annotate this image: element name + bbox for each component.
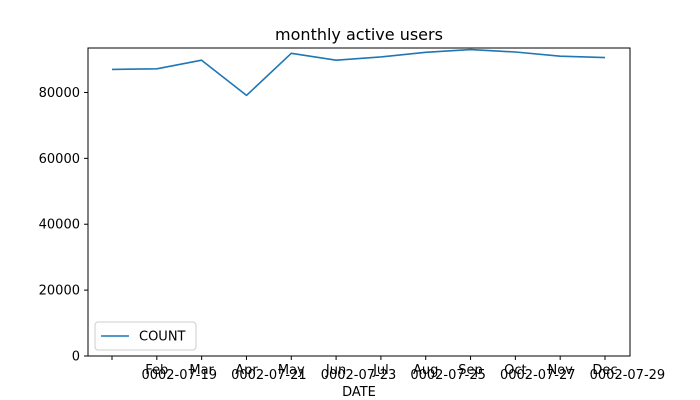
data-point [335,59,337,61]
x-tick-label-date: 0002-07-21 [231,368,307,383]
y-tick-label: 80000 [39,86,80,101]
x-tick-label-month: Apr [235,363,258,378]
x-tick-label-month: Nov [547,363,573,378]
data-point [425,51,427,53]
plot-frame [87,47,631,357]
series-line-count [111,48,606,97]
legend: COUNT [94,321,197,351]
x-tick-label-date: 0002-07-25 [410,368,486,383]
legend-box [94,321,197,351]
plot-area: 0 20000 40000 60000 80000 Feb Mar Apr May Jun Jul A… [39,47,666,383]
data-point [515,51,517,53]
y-tick-label: 40000 [39,218,80,233]
x-tick-label-month: Dec [592,363,617,378]
data-point [201,59,203,61]
data-point [604,57,606,59]
x-tick-label-month: Feb [145,363,168,378]
x-tick-label-month: Mar [189,363,214,378]
x-tick-label-month: Sep [458,363,483,378]
x-tick-label-month: Aug [413,363,438,378]
x-tick-label-date: 0002-07-23 [321,368,397,383]
data-point [111,69,113,71]
x-tick-label-date: 0002-07-19 [141,368,217,383]
data-point [380,56,382,58]
legend-label: COUNT [139,330,186,345]
x-tick-label-date: 0002-07-29 [590,368,666,383]
x-tick-label-month: Oct [504,363,526,378]
chart-title: monthly active users [275,25,443,44]
y-tick-label: 20000 [39,284,80,299]
y-tick-label: 0 [72,350,80,365]
data-point [290,52,292,54]
y-tick-label: 60000 [39,152,80,167]
x-axis-title: DATE [342,385,376,400]
data-point [559,55,561,57]
data-point [470,49,472,51]
x-tick-label-month: Jul [372,363,389,378]
x-tick-label-month: Jun [325,363,346,378]
x-tick-label-month: May [278,363,305,378]
data-point [156,68,158,70]
x-tick-label-date: 0002-07-27 [500,368,576,383]
data-point [246,95,248,97]
